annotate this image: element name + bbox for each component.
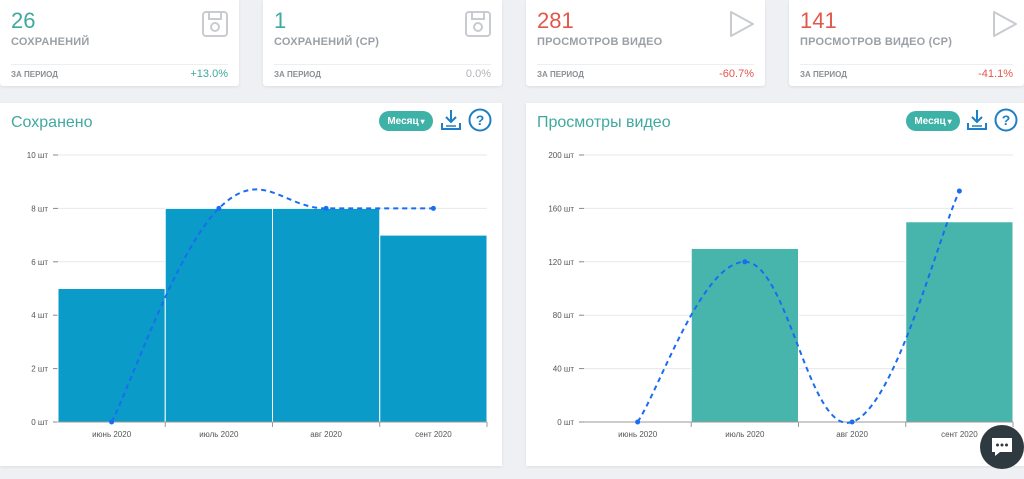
y-tick-label: 0 шт — [557, 418, 574, 427]
y-tick-label: 10 шт — [27, 151, 49, 160]
stat-period: ЗА ПЕРИОД — [800, 70, 847, 79]
stat-label: СОХРАНЕНИЙ (СР) — [274, 36, 380, 48]
trend-point[interactable] — [956, 188, 962, 194]
help-icon[interactable]: ? — [994, 108, 1018, 132]
bar[interactable] — [272, 207, 381, 423]
stat-label: ПРОСМОТРОВ ВИДЕО — [537, 36, 663, 48]
stat-period: ЗА ПЕРИОД — [11, 70, 58, 79]
trend-point[interactable] — [635, 419, 641, 425]
stat-change: 0.0% — [465, 68, 491, 80]
x-tick-label: июль 2020 — [725, 430, 765, 439]
chat-button[interactable] — [980, 425, 1024, 469]
bar[interactable] — [690, 247, 799, 423]
x-tick-label: июль 2020 — [199, 430, 239, 439]
chart-panel-video-views: 0 шт 40 шт 80 шт 120 шт 160 шт 200 шт июнь 202… — [526, 103, 1024, 466]
stat-card-saves: 26 СОХРАНЕНИЙ ЗА ПЕРИОД +13.0% — [0, 0, 239, 86]
trend-point[interactable] — [430, 205, 436, 211]
period-select-label: Месяц — [387, 115, 419, 127]
trend-point[interactable] — [109, 419, 115, 425]
stat-period: ЗА ПЕРИОД — [537, 70, 584, 79]
stat-value: 141 — [800, 8, 837, 33]
chart-panel-saved: 0 шт 2 шт 4 шт 6 шт 8 шт 10 шт июнь 2020 июль 2… — [0, 103, 502, 466]
y-tick-label: 0 шт — [31, 418, 48, 427]
chevron-down-icon: ▾ — [420, 116, 425, 126]
trend-point[interactable] — [323, 205, 329, 211]
chat-icon — [992, 438, 1012, 456]
y-tick-label: 200 шт — [548, 151, 574, 160]
period-select-button[interactable]: Месяц ▾ — [906, 111, 960, 131]
help-icon[interactable]: ? — [468, 108, 492, 132]
x-tick-label: сент 2020 — [415, 430, 452, 439]
x-tick-label: авг 2020 — [836, 430, 868, 439]
svg-text:?: ? — [476, 112, 485, 128]
stat-label: ПРОСМОТРОВ ВИДЕО (СР) — [800, 36, 953, 48]
video-views-chart: 0 шт 40 шт 80 шт 120 шт 160 шт 200 шт июнь 202… — [548, 151, 1014, 439]
stat-period: ЗА ПЕРИОД — [274, 70, 321, 79]
y-tick-label: 80 шт — [553, 311, 575, 320]
trend-line — [110, 188, 434, 423]
saved-chart: 0 шт 2 шт 4 шт 6 шт 8 шт 10 шт июнь 2020 июль 2… — [27, 151, 488, 439]
stat-label: СОХРАНЕНИЙ — [11, 36, 90, 48]
x-tick-label: сент 2020 — [941, 430, 978, 439]
save-icon — [465, 11, 491, 37]
y-tick-label: 40 шт — [553, 365, 575, 374]
stat-change: +13.0% — [190, 68, 228, 80]
y-tick-label: 2 шт — [31, 365, 48, 374]
chevron-down-icon: ▾ — [947, 116, 952, 126]
stat-card-video-views: 281 ПРОСМОТРОВ ВИДЕО ЗА ПЕРИОД -60.7% — [526, 0, 765, 86]
divider — [274, 64, 491, 65]
trend-line — [636, 190, 961, 424]
divider — [11, 64, 228, 65]
divider — [537, 64, 754, 65]
svg-text:?: ? — [1002, 112, 1011, 128]
download-icon[interactable] — [439, 108, 463, 132]
stat-value: 26 — [11, 8, 36, 33]
period-select-button[interactable]: Месяц ▾ — [379, 111, 433, 131]
trend-point[interactable] — [216, 205, 222, 211]
play-icon — [993, 11, 1017, 37]
stat-card-video-views-avg: 141 ПРОСМОТРОВ ВИДЕО (СР) ЗА ПЕРИОД -41.… — [789, 0, 1024, 86]
y-tick-label: 8 шт — [31, 204, 48, 213]
stat-change: -60.7% — [719, 68, 754, 80]
x-tick-label: июнь 2020 — [618, 430, 658, 439]
period-select-label: Месяц — [914, 115, 946, 127]
y-tick-label: 4 шт — [31, 311, 48, 320]
x-tick-label: авг 2020 — [310, 430, 342, 439]
y-tick-label: 6 шт — [31, 258, 48, 267]
panel-title: Просмотры видео — [537, 114, 671, 131]
trend-point[interactable] — [742, 259, 748, 265]
y-tick-label: 120 шт — [548, 258, 574, 267]
bar[interactable] — [164, 207, 273, 423]
trend-point[interactable] — [849, 419, 855, 425]
stat-value: 1 — [274, 8, 287, 33]
bar[interactable] — [379, 234, 488, 423]
stat-card-saves-avg: 1 СОХРАНЕНИЙ (СР) ЗА ПЕРИОД 0.0% — [263, 0, 502, 86]
bar[interactable] — [905, 221, 1014, 423]
stat-change: -41.1% — [978, 68, 1013, 80]
divider — [800, 64, 1013, 65]
bar[interactable] — [57, 288, 166, 423]
play-icon — [730, 11, 754, 37]
download-icon[interactable] — [965, 108, 989, 132]
stat-value: 281 — [537, 8, 574, 33]
panel-title: Сохранено — [11, 114, 93, 131]
x-tick-label: июнь 2020 — [92, 430, 132, 439]
save-icon — [202, 11, 228, 37]
y-tick-label: 160 шт — [548, 204, 574, 213]
